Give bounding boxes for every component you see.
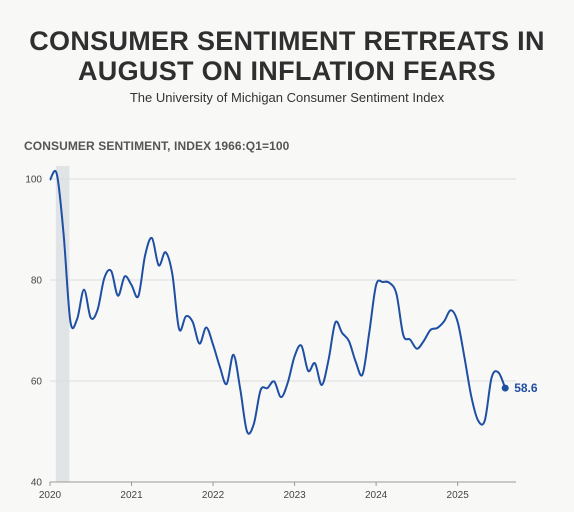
x-tick-label: 2022 [202, 490, 225, 501]
x-tick-label: 2024 [365, 490, 388, 501]
x-tick-label: 2023 [283, 490, 306, 501]
y-axis-label: CONSUMER SENTIMENT, INDEX 1966:Q1=100 [24, 139, 290, 153]
y-tick-label: 80 [31, 276, 43, 287]
last-value-label: 58.6 [514, 381, 538, 395]
y-tick-label: 40 [31, 478, 43, 489]
chart-subtitle: The University of Michigan Consumer Sent… [129, 90, 445, 105]
x-tick-label: 2025 [447, 490, 470, 501]
chart-title: CONSUMER SENTIMENT RETREATS IN AUGUST ON… [0, 26, 574, 86]
y-tick-label: 100 [25, 175, 42, 186]
y-tick-label: 60 [31, 377, 43, 388]
title-line-2: AUGUST ON INFLATION FEARS [78, 56, 496, 86]
x-tick-label: 2021 [120, 490, 143, 501]
last-point-marker [501, 384, 509, 392]
title-line-1: CONSUMER SENTIMENT RETREATS IN [29, 26, 545, 56]
sentiment-line [49, 169, 507, 435]
recession-shading [55, 166, 70, 482]
x-tick-label: 2020 [39, 490, 62, 501]
